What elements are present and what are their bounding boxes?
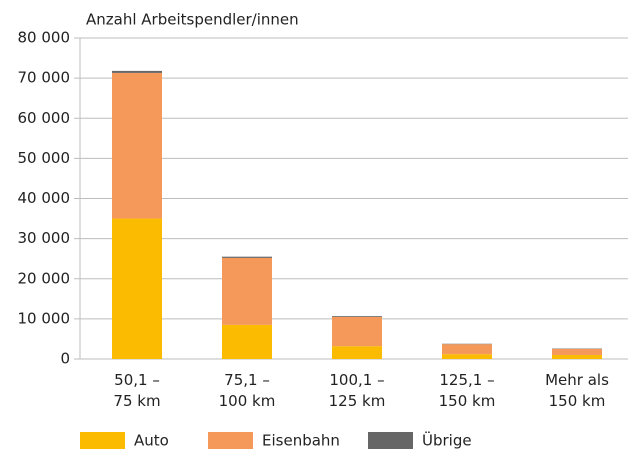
y-tick-label: 0 <box>60 350 70 368</box>
bar-segment <box>112 70 162 73</box>
bar-segment <box>112 218 162 359</box>
legend-label: Übrige <box>422 431 472 450</box>
bar-segment <box>552 348 602 355</box>
bar-segment <box>332 346 382 359</box>
x-tick-label: 100,1 – 125 km <box>328 371 386 410</box>
legend-swatch <box>368 432 413 449</box>
bar-segment <box>332 316 382 347</box>
bar-segment <box>552 354 602 359</box>
legend-label: Auto <box>134 432 169 450</box>
y-tick-label: 30 000 <box>18 229 71 247</box>
y-tick-label: 40 000 <box>18 189 71 207</box>
bar-segment <box>222 257 272 325</box>
bar-segment <box>112 72 162 219</box>
legend-swatch <box>208 432 253 449</box>
bar-segment <box>222 324 272 359</box>
bar-segment <box>222 256 272 258</box>
x-tick-label: Mehr als 150 km <box>545 371 609 410</box>
y-tick-label: 50 000 <box>18 149 71 167</box>
x-tick-label: 125,1 – 150 km <box>438 371 496 410</box>
y-tick-label: 80 000 <box>18 29 71 47</box>
y-tick-label: 70 000 <box>18 69 71 87</box>
bar-segment <box>442 354 492 359</box>
y-tick-label: 60 000 <box>18 109 71 127</box>
x-tick-label: 75,1 – 100 km <box>218 371 276 410</box>
legend-label: Eisenbahn <box>262 432 340 450</box>
legend-swatch <box>80 432 125 449</box>
y-tick-label: 10 000 <box>18 309 71 327</box>
bar-segment <box>332 316 382 317</box>
y-tick-label: 20 000 <box>18 269 71 287</box>
axis-title: Anzahl Arbeitspendler/innen <box>86 11 299 29</box>
bar-segment <box>442 344 492 355</box>
x-tick-label: 50,1 – 75 km <box>113 371 161 410</box>
